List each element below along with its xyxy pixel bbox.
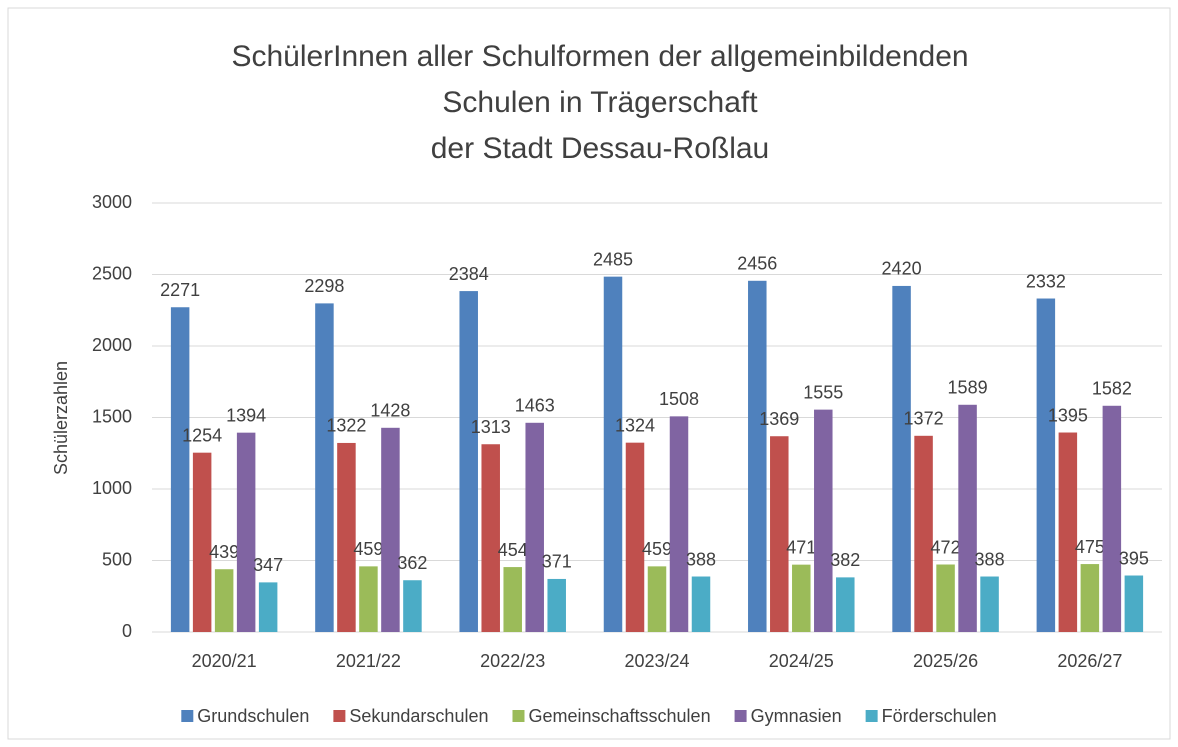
- bar: [359, 566, 378, 632]
- y-tick-label: 3000: [92, 192, 132, 212]
- bar: [481, 444, 500, 632]
- bar: [1036, 298, 1056, 632]
- data-label: 1395: [1048, 405, 1088, 425]
- bar: [936, 564, 955, 632]
- data-label: 1324: [615, 415, 655, 435]
- data-label: 1508: [659, 389, 699, 409]
- bar: [337, 442, 356, 632]
- bar: [1058, 432, 1078, 632]
- data-label: 475: [1075, 537, 1105, 557]
- data-label: 2332: [1026, 271, 1066, 291]
- x-tick-label: 2021/22: [336, 651, 401, 671]
- bar: [236, 432, 256, 632]
- chart-title: SchülerInnen aller Schulformen der allge…: [231, 40, 968, 73]
- data-label: 1254: [182, 425, 222, 445]
- data-label: 2384: [449, 264, 489, 284]
- chart-title: Schulen in Trägerschaft: [442, 86, 758, 119]
- y-tick-label: 1500: [92, 406, 132, 426]
- data-label: 1313: [471, 417, 511, 437]
- y-tick-label: 0: [122, 621, 132, 641]
- legend-swatch: [512, 710, 525, 722]
- bar: [1080, 564, 1100, 632]
- bar: [403, 580, 422, 632]
- legend-swatch: [181, 710, 194, 722]
- bar: [836, 577, 855, 632]
- bar: [170, 307, 190, 632]
- bar: [547, 578, 566, 632]
- data-label: 371: [542, 552, 572, 572]
- data-label: 347: [253, 555, 283, 575]
- legend-label: Förderschulen: [882, 706, 997, 726]
- bar: [503, 567, 522, 632]
- bar: [192, 452, 212, 632]
- bar: [603, 276, 623, 632]
- data-label: 1369: [759, 409, 799, 429]
- bar: [1124, 575, 1144, 632]
- legend-swatch: [734, 710, 747, 722]
- bar: [525, 422, 544, 632]
- bar: [914, 435, 933, 632]
- data-label: 454: [498, 540, 528, 560]
- bar: [315, 303, 334, 632]
- data-label: 1394: [226, 405, 266, 425]
- data-label: 1322: [326, 416, 366, 436]
- data-label: 439: [209, 542, 239, 562]
- legend-label: Gemeinschaftsschulen: [528, 706, 710, 726]
- bar: [1102, 405, 1122, 632]
- data-label: 1428: [370, 401, 410, 421]
- x-tick-label: 2020/21: [192, 651, 257, 671]
- y-tick-label: 2500: [92, 263, 132, 283]
- data-label: 362: [397, 553, 427, 573]
- bar: [258, 582, 278, 632]
- bar: [770, 436, 789, 632]
- y-tick-label: 500: [102, 549, 132, 569]
- x-tick-label: 2024/25: [769, 651, 834, 671]
- data-label: 2456: [737, 254, 777, 274]
- bar: [647, 566, 667, 632]
- bar: [814, 409, 833, 632]
- bar: [980, 576, 999, 632]
- data-label: 2271: [160, 280, 200, 300]
- data-label: 1372: [904, 409, 944, 429]
- bar: [691, 576, 711, 632]
- legend-label: Sekundarschulen: [349, 706, 488, 726]
- data-label: 459: [353, 539, 383, 559]
- data-label: 1589: [948, 378, 988, 398]
- bar: [669, 416, 689, 632]
- data-label: 382: [830, 550, 860, 570]
- legend-swatch: [865, 710, 878, 722]
- bar: [625, 442, 645, 632]
- bar: [892, 285, 911, 632]
- data-label: 395: [1119, 548, 1149, 568]
- data-label: 472: [931, 537, 961, 557]
- data-label: 2298: [304, 276, 344, 296]
- bar: [792, 564, 811, 632]
- bar: [748, 280, 767, 632]
- x-tick-label: 2023/24: [624, 651, 689, 671]
- legend-label: Grundschulen: [197, 706, 309, 726]
- x-tick-label: 2022/23: [480, 651, 545, 671]
- data-label: 388: [975, 549, 1005, 569]
- bar: [958, 404, 977, 632]
- x-tick-label: 2026/27: [1057, 651, 1122, 671]
- data-label: 1555: [803, 382, 843, 402]
- x-tick-label: 2025/26: [913, 651, 978, 671]
- data-label: 1463: [515, 396, 555, 416]
- y-tick-label: 2000: [92, 335, 132, 355]
- y-tick-label: 1000: [92, 478, 132, 498]
- data-label: 2420: [882, 259, 922, 279]
- bar: [459, 291, 478, 632]
- data-label: 2485: [593, 249, 633, 269]
- data-label: 1582: [1092, 379, 1132, 399]
- legend-swatch: [333, 710, 346, 722]
- bar: [381, 427, 400, 632]
- chart-title: der Stadt Dessau-Roßlau: [431, 132, 770, 165]
- data-label: 471: [786, 537, 816, 557]
- bar: [214, 569, 234, 632]
- data-label: 459: [642, 539, 672, 559]
- data-label: 388: [686, 549, 716, 569]
- y-axis-label: Schülerzahlen: [51, 361, 71, 475]
- legend-label: Gymnasien: [751, 706, 842, 726]
